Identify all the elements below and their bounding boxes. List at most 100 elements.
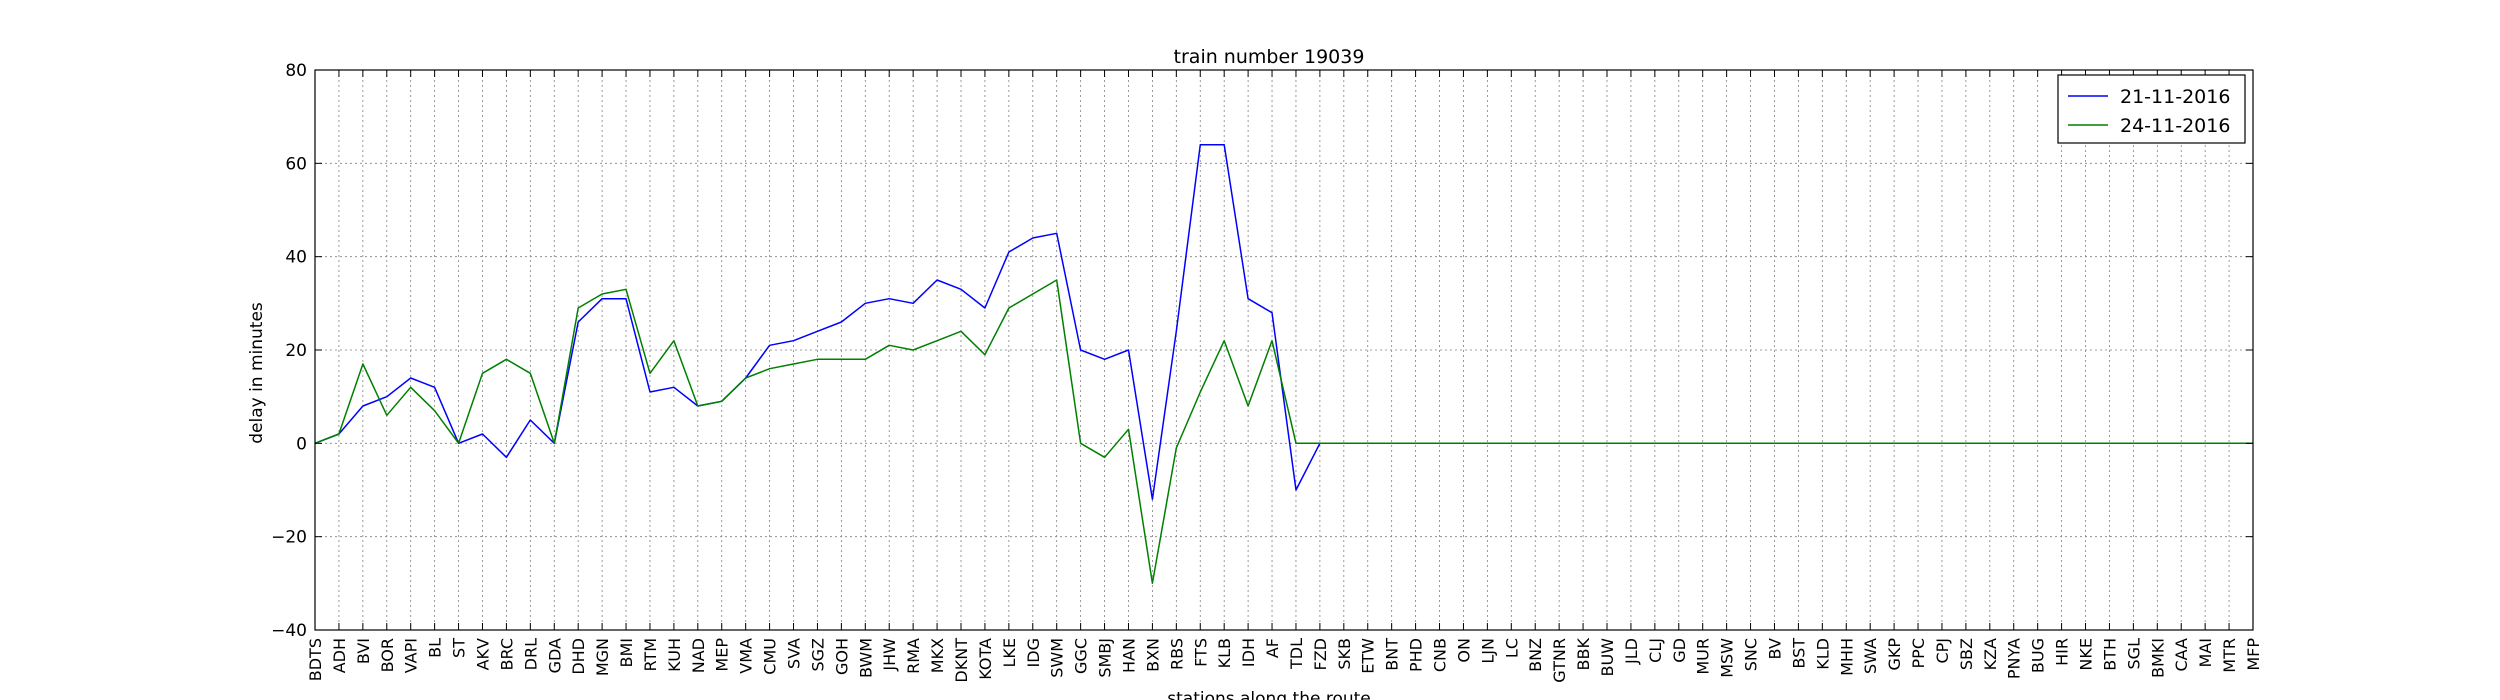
x-tick-label-sva: SVA: [785, 638, 804, 669]
x-tick-label-caa: CAA: [2172, 638, 2191, 672]
x-tick-label-kld: KLD: [1813, 638, 1832, 670]
x-tick-label-swm: SWM: [1048, 638, 1067, 678]
x-tick-label-sgl: SGL: [2124, 638, 2143, 670]
x-tick-label-gd: GD: [1670, 638, 1689, 663]
axis-ticks: [314, 69, 2254, 631]
x-axis-label: stations along the route: [1167, 689, 1371, 700]
x-tick-label-bmi: BMI: [617, 638, 636, 668]
x-tick-label-cmu: CMU: [761, 638, 780, 675]
x-tick-label-idg: IDG: [1024, 638, 1043, 667]
y-tick-labels: −40 −20 0 20 40 60 80: [271, 61, 307, 641]
series-lines: [314, 143, 2253, 585]
x-tick-label-bst: BST: [1789, 638, 1808, 669]
grid-lines: [314, 69, 2254, 631]
x-tick-label-klb: KLB: [1215, 638, 1234, 668]
x-tick-label-pnya: PNYA: [2005, 638, 2024, 679]
x-tick-label-gda: GDA: [545, 638, 564, 673]
x-tick-label-skb: SKB: [1335, 638, 1354, 670]
x-tick-label-vapi: VAPI: [402, 638, 421, 673]
x-tick-label-sgz: SGZ: [808, 638, 827, 672]
legend-label-24-11-2016: 24-11-2016: [2120, 115, 2230, 137]
x-tick-label-ljn: LJN: [1478, 638, 1497, 664]
x-tick-label-akv: AKV: [473, 638, 492, 670]
x-tick-label-jld: JLD: [1622, 638, 1641, 665]
x-tick-label-bv: BV: [1765, 638, 1784, 659]
y-tick-label: 80: [285, 61, 307, 81]
x-tick-label-idh: IDH: [1239, 638, 1258, 667]
x-tick-label-bxn: BXN: [1143, 638, 1162, 672]
series-line-21-11-2016: [314, 143, 2253, 501]
x-tick-label-mhh: MHH: [1837, 638, 1856, 676]
x-tick-label-brc: BRC: [497, 638, 516, 670]
x-tick-label-etw: ETW: [1359, 638, 1378, 674]
x-tick-label-fts: FTS: [1191, 638, 1210, 667]
x-tick-label-tdl: TDL: [1287, 638, 1306, 670]
x-tick-label-bth: BTH: [2100, 638, 2119, 671]
x-tick-label-st: ST: [450, 638, 469, 658]
x-tick-label-phd: PHD: [1407, 638, 1426, 672]
x-tick-label-kota: KOTA: [976, 638, 995, 680]
x-tick-label-fzd: FZD: [1311, 638, 1330, 670]
x-tick-label-mgn: MGN: [593, 638, 612, 676]
x-tick-label-mur: MUR: [1694, 638, 1713, 675]
legend: 21-11-2016 24-11-2016: [2057, 74, 2246, 144]
x-tick-label-drl: DRL: [521, 638, 540, 670]
x-tick-label-rtm: RTM: [641, 638, 660, 672]
x-tick-label-sbz: SBZ: [1957, 638, 1976, 670]
x-tick-label-goh: GOH: [832, 638, 851, 675]
y-tick-label: −20: [271, 528, 307, 548]
x-tick-label-smbj: SMBJ: [1096, 638, 1115, 678]
x-tick-label-bdts: BDTS: [306, 638, 325, 681]
y-axis-label: delay in minutes: [247, 302, 267, 444]
x-tick-label-on: ON: [1454, 638, 1473, 663]
x-tick-label-bnz: BNZ: [1526, 638, 1545, 672]
x-tick-label-ppc: PPC: [1909, 638, 1928, 668]
x-tick-label-af: AF: [1263, 638, 1282, 658]
x-tick-label-bmki: BMKI: [2148, 638, 2167, 678]
series-line-24-11-2016: [314, 279, 2253, 585]
x-tick-label-dknt: DKNT: [952, 638, 971, 683]
y-tick-label: −40: [271, 621, 307, 641]
x-tick-label-mtr: MTR: [2220, 638, 2239, 673]
x-tick-label-vma: VMA: [737, 638, 756, 674]
y-tick-label: 20: [285, 341, 307, 361]
x-tick-label-bug: BUG: [2029, 638, 2048, 673]
x-tick-label-mfp: MFP: [2244, 638, 2263, 671]
y-tick-label: 0: [296, 434, 307, 454]
x-tick-label-nad: NAD: [689, 638, 708, 673]
x-tick-label-mai: MAI: [2196, 638, 2215, 667]
x-tick-label-rbs: RBS: [1167, 638, 1186, 670]
y-tick-label: 40: [285, 248, 307, 268]
x-tick-label-cnb: CNB: [1431, 638, 1450, 672]
x-tick-label-nke: NKE: [2077, 638, 2096, 671]
x-tick-label-kuh: KUH: [665, 638, 684, 672]
x-tick-label-lke: LKE: [1000, 638, 1019, 668]
x-tick-label-bwm: BWM: [856, 638, 875, 678]
x-tick-label-dhd: DHD: [569, 638, 588, 675]
x-tick-label-gkp: GKP: [1885, 638, 1904, 671]
x-tick-label-bbk: BBK: [1574, 638, 1593, 671]
x-tick-label-ggc: GGC: [1072, 638, 1091, 674]
x-tick-label-bvi: BVI: [354, 638, 373, 664]
x-tick-label-jhw: JHW: [880, 638, 899, 672]
x-tick-label-bnt: BNT: [1383, 638, 1402, 671]
legend-box: [2057, 74, 2246, 144]
x-tick-label-msw: MSW: [1718, 638, 1737, 678]
legend-label-21-11-2016: 21-11-2016: [2120, 86, 2230, 108]
x-tick-label-hir: HIR: [2053, 638, 2072, 666]
chart-title: train number 19039: [1174, 46, 1365, 68]
x-tick-label-buw: BUW: [1598, 638, 1617, 677]
x-tick-label-adh: ADH: [330, 638, 349, 673]
x-tick-label-mkx: MKX: [928, 638, 947, 673]
x-tick-label-swa: SWA: [1861, 638, 1880, 674]
x-tick-label-bl: BL: [426, 638, 445, 658]
x-tick-label-han: HAN: [1119, 638, 1138, 673]
x-tick-label-kza: KZA: [1981, 638, 2000, 670]
x-tick-label-clj: CLJ: [1646, 638, 1665, 663]
x-tick-label-lc: LC: [1502, 638, 1521, 658]
x-tick-label-cpj: CPJ: [1933, 638, 1952, 664]
x-tick-label-snc: SNC: [1742, 638, 1761, 671]
x-tick-label-rma: RMA: [904, 638, 923, 674]
x-tick-label-gtnr: GTNR: [1550, 638, 1569, 683]
